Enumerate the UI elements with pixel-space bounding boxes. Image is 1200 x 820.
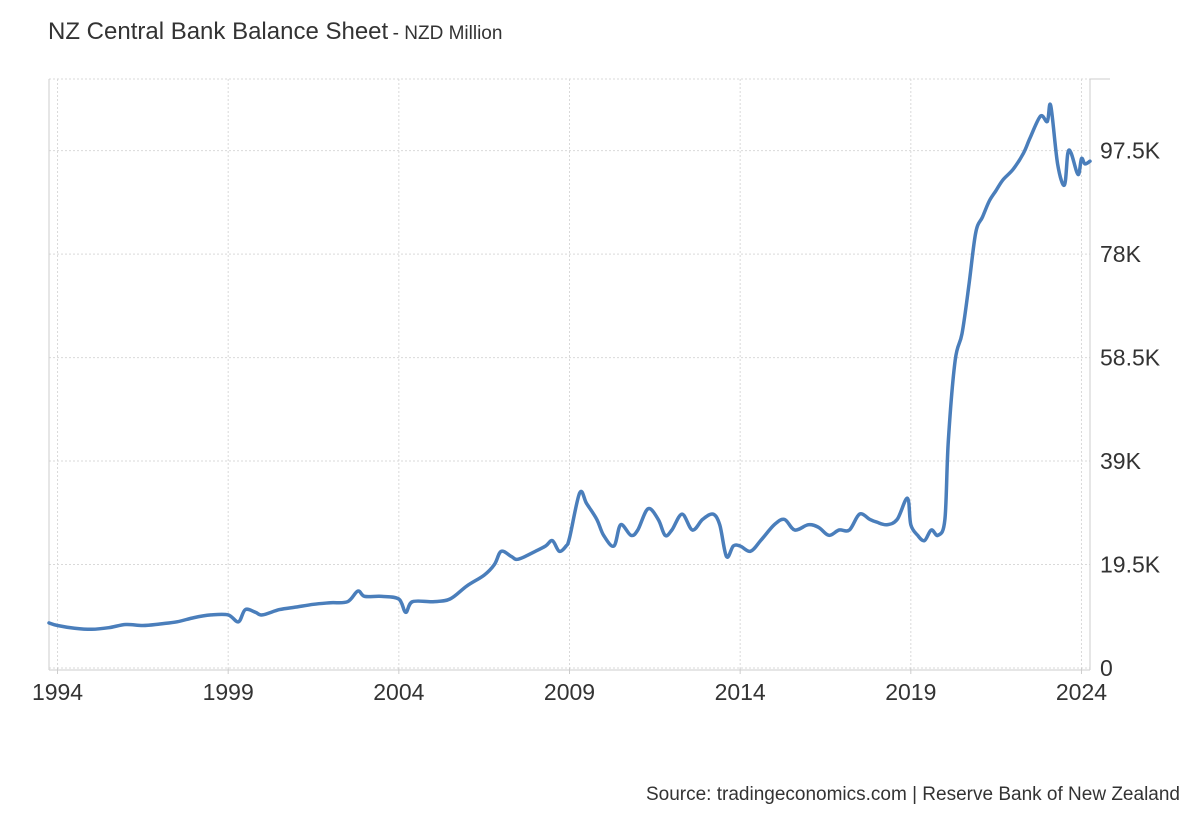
y-tick-label: 39K	[1100, 448, 1142, 474]
y-tick-label: 58.5K	[1100, 345, 1161, 371]
chart-title: NZ Central Bank Balance Sheet	[48, 18, 389, 45]
x-tick-label: 1999	[203, 679, 254, 705]
y-tick-label: 97.5K	[1100, 138, 1161, 164]
x-tick-label: 2024	[1056, 679, 1107, 705]
source-credit: Source: tradingeconomics.com | Reserve B…	[645, 784, 1180, 805]
y-tick-label: 19.5K	[1100, 552, 1161, 578]
x-tick-label: 2019	[885, 679, 936, 705]
chart-title-block: NZ Central Bank Balance Sheet - NZD Mill…	[48, 18, 502, 46]
y-tick-label: 0	[1100, 655, 1113, 681]
y-tick-label: 78K	[1100, 241, 1142, 267]
x-tick-label: 1994	[32, 679, 83, 705]
x-tick-label: 2004	[373, 679, 424, 705]
chart-subtitle: - NZD Million	[392, 23, 503, 44]
x-tick-label: 2014	[715, 679, 766, 705]
x-tick-label: 2009	[544, 679, 595, 705]
series-line-0	[47, 102, 1092, 632]
